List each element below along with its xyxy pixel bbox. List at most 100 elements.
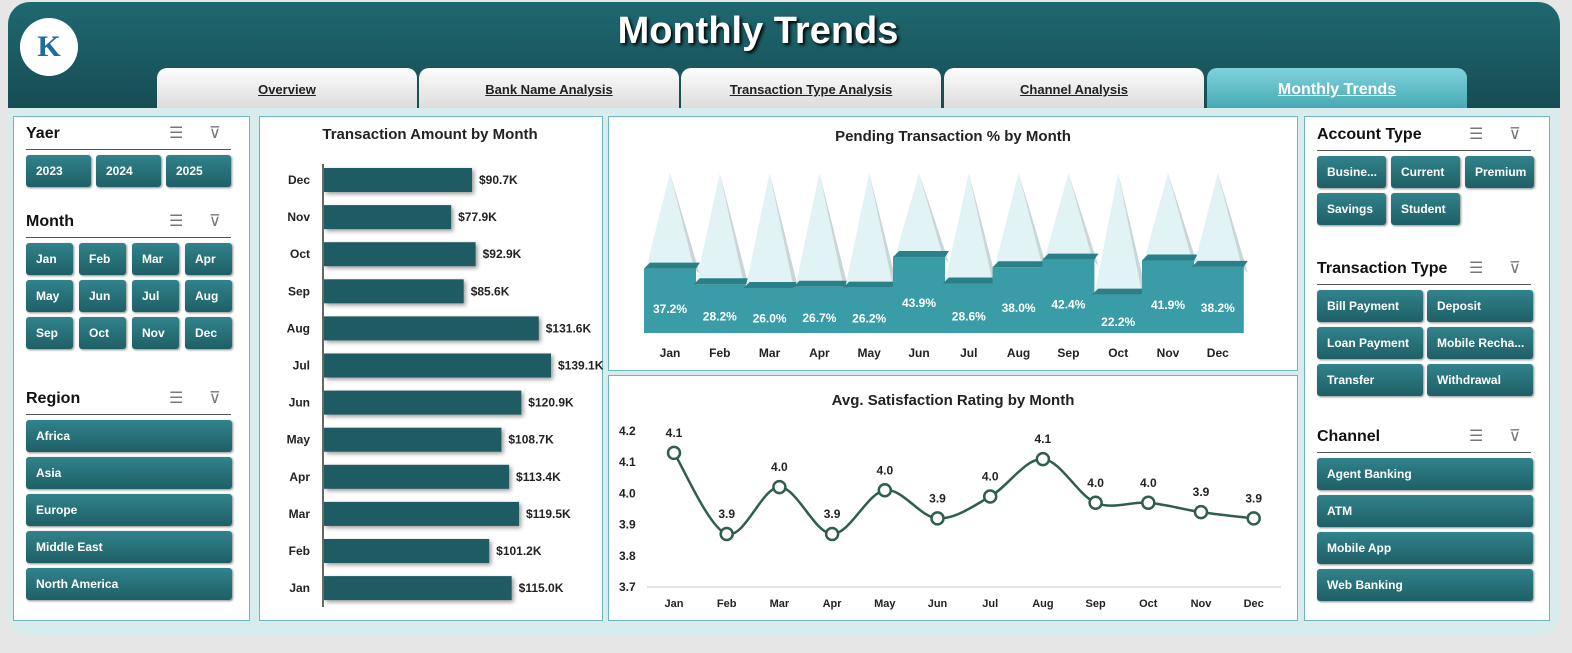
tab-bank-name-analysis[interactable]: Bank Name Analysis (419, 68, 679, 108)
column (1191, 266, 1244, 333)
y-tick-label: 3.9 (619, 518, 636, 532)
pending-transaction-chart: Pending Transaction % by Month 37.2% Jan 2… (608, 116, 1298, 371)
data-point (930, 511, 945, 526)
slicer-item-web-banking[interactable]: Web Banking (1317, 569, 1533, 601)
slicer-item-busine-[interactable]: Busine... (1317, 156, 1386, 188)
slicer-item-europe[interactable]: Europe (26, 494, 232, 526)
data-label: $85.6K (471, 284, 510, 298)
divider (26, 237, 231, 238)
column (942, 283, 995, 333)
category-label: Apr (289, 470, 310, 484)
category-label: Oct (1108, 346, 1128, 360)
data-label: 26.2% (852, 311, 886, 325)
multi-select-icon[interactable]: ☰ (169, 213, 184, 230)
column-top (1092, 288, 1149, 295)
category-label: Sep (1086, 598, 1106, 610)
slicer-item-mobile-app[interactable]: Mobile App (1317, 532, 1533, 564)
bar (324, 501, 520, 526)
category-label: May (874, 598, 896, 610)
clear-filter-icon[interactable]: ⊽ (1509, 126, 1521, 143)
clear-filter-icon[interactable]: ⊽ (209, 125, 221, 142)
data-label: $90.7K (479, 173, 518, 187)
slicer-item-may[interactable]: May (26, 280, 73, 312)
slicer-item-atm[interactable]: ATM (1317, 495, 1533, 527)
slicer-item-mobile-recha-[interactable]: Mobile Recha... (1427, 327, 1533, 359)
tab-transaction-type-analysis[interactable]: Transaction Type Analysis (681, 68, 941, 108)
slicer-item-apr[interactable]: Apr (185, 243, 232, 275)
slicer-item-jul[interactable]: Jul (132, 280, 179, 312)
slicer-item-nov[interactable]: Nov (132, 317, 179, 349)
bar (324, 390, 522, 415)
slicer-item-transfer[interactable]: Transfer (1317, 364, 1423, 396)
slicer-item-savings[interactable]: Savings (1317, 193, 1386, 225)
column-top (1191, 260, 1248, 267)
channel-slicer-title: Channel (1317, 428, 1381, 445)
slicer-item-middle-east[interactable]: Middle East (26, 531, 232, 563)
slicer-item-bill-payment[interactable]: Bill Payment (1317, 290, 1423, 322)
category-label: May (287, 433, 311, 447)
slicer-item-jan[interactable]: Jan (26, 243, 73, 275)
pyramid-ghost (695, 173, 744, 285)
slicer-item-withdrawal[interactable]: Withdrawal (1427, 364, 1533, 396)
category-label: Jan (660, 346, 681, 360)
pyramid-side (1018, 173, 1049, 274)
data-label: 3.9 (1245, 491, 1262, 505)
slicer-item-aug[interactable]: Aug (185, 280, 232, 312)
multi-select-icon[interactable]: ☰ (1469, 260, 1484, 277)
category-label: Aug (1007, 346, 1030, 360)
slicer-item-agent-banking[interactable]: Agent Banking (1317, 458, 1533, 490)
y-tick-label: 3.7 (619, 580, 636, 594)
category-label: Jul (982, 598, 998, 610)
data-label: 38.2% (1201, 301, 1235, 315)
slicer-item-deposit[interactable]: Deposit (1427, 290, 1533, 322)
slicer-item-2024[interactable]: 2024 (96, 155, 161, 187)
slicer-item-asia[interactable]: Asia (26, 457, 232, 489)
category-label: Apr (823, 598, 843, 610)
slicer-item-oct[interactable]: Oct (79, 317, 126, 349)
clear-filter-icon[interactable]: ⊽ (1509, 428, 1521, 445)
data-point (877, 483, 893, 498)
data-label: 38.0% (1002, 301, 1036, 315)
slicer-item-jun[interactable]: Jun (79, 280, 126, 312)
clear-filter-icon[interactable]: ⊽ (1509, 260, 1521, 277)
column (1142, 260, 1194, 333)
multi-select-icon[interactable]: ☰ (169, 390, 184, 407)
category-label: Aug (1032, 598, 1053, 610)
series-line (672, 452, 1254, 536)
slicer-item-north-america[interactable]: North America (26, 568, 232, 600)
slicer-item-premium[interactable]: Premium (1465, 156, 1534, 188)
bar (324, 316, 539, 341)
slicer-item-feb[interactable]: Feb (79, 243, 126, 275)
y-tick-label: 4.2 (619, 424, 636, 438)
slicer-item-current[interactable]: Current (1391, 156, 1460, 188)
category-label: Jul (293, 359, 310, 373)
tab-channel-analysis[interactable]: Channel Analysis (944, 68, 1204, 108)
tab-overview[interactable]: Overview (157, 68, 417, 108)
data-point (824, 526, 840, 542)
clear-filter-icon[interactable]: ⊽ (209, 390, 221, 407)
data-label: 28.6% (952, 309, 986, 323)
tab-monthly-trends[interactable]: Monthly Trends (1207, 68, 1467, 108)
slicer-item-dec[interactable]: Dec (185, 317, 232, 349)
slicer-item-student[interactable]: Student (1391, 193, 1460, 225)
multi-select-icon[interactable]: ☰ (1469, 428, 1484, 445)
logo: K (20, 18, 78, 76)
slicer-item-africa[interactable]: Africa (26, 420, 232, 452)
slicer-item-sep[interactable]: Sep (26, 317, 73, 349)
slicer-item-mar[interactable]: Mar (132, 243, 179, 275)
column (1092, 294, 1145, 333)
slicer-item-loan-payment[interactable]: Loan Payment (1317, 327, 1423, 359)
data-label: 4.0 (876, 463, 893, 477)
category-label: Jul (960, 346, 977, 360)
clear-filter-icon[interactable]: ⊽ (209, 213, 221, 230)
column-top (843, 281, 900, 288)
multi-select-icon[interactable]: ☰ (1469, 126, 1484, 143)
category-label: Jun (289, 396, 310, 410)
left-slicer-panel: Yaer ☰ ⊽ 2023 2024 2025 Month ☰ ⊽ Jan Feb Mar Apr May… (13, 116, 250, 621)
data-label: $131.6K (546, 321, 592, 335)
multi-select-icon[interactable]: ☰ (169, 125, 184, 142)
bar (324, 279, 464, 304)
slicer-item-2023[interactable]: 2023 (26, 155, 91, 187)
slicer-item-2025[interactable]: 2025 (166, 155, 231, 187)
pyramid-side (1118, 173, 1149, 301)
